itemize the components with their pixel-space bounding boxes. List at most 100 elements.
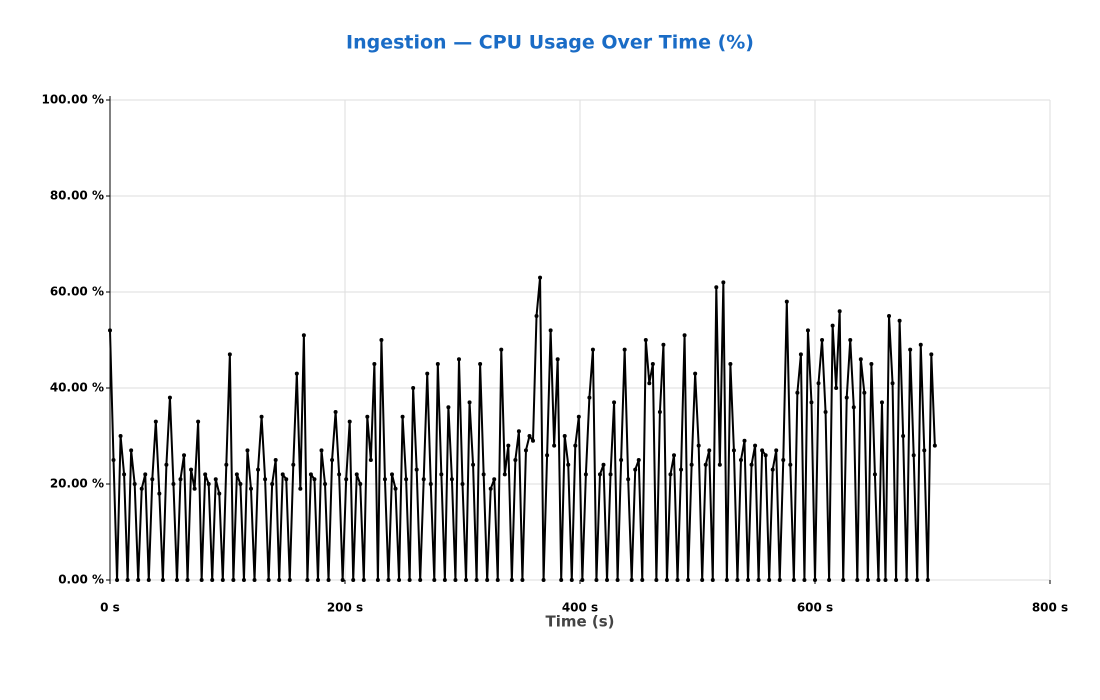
cpu-point — [890, 381, 895, 386]
cpu-point — [841, 578, 846, 582]
cpu-point — [358, 482, 363, 486]
cpu-point — [509, 578, 514, 582]
cpu-point — [805, 328, 810, 333]
cpu-point — [798, 352, 803, 357]
cpu-point — [446, 405, 451, 410]
cpu-point — [344, 477, 349, 482]
cpu-point — [813, 578, 817, 582]
cpu-point — [929, 352, 934, 357]
cpu-point — [552, 443, 557, 448]
cpu-point — [467, 400, 472, 405]
cpu-point — [136, 578, 141, 582]
cpu-point — [326, 578, 331, 582]
cpu-point — [738, 458, 743, 462]
cpu-point — [612, 400, 617, 405]
cpu-point — [390, 472, 394, 477]
cpu-point — [520, 578, 525, 582]
cpu-point — [654, 578, 659, 582]
cpu-point — [640, 578, 645, 582]
cpu-point — [122, 472, 127, 477]
cpu-point — [932, 443, 937, 448]
cpu-point — [280, 472, 285, 477]
cpu-point — [178, 477, 183, 482]
cpu-point — [580, 578, 585, 582]
cpu-point — [167, 395, 172, 400]
cpu-point — [492, 477, 497, 482]
x-tick-label: 800 s — [1032, 601, 1068, 615]
cpu-point — [414, 467, 419, 472]
cpu-point — [157, 491, 162, 496]
cpu-point — [231, 578, 236, 582]
cpu-point — [241, 578, 246, 582]
cpu-point — [767, 578, 772, 582]
cpu-point — [781, 458, 786, 462]
cpu-point — [407, 578, 412, 582]
chart-title: Ingestion — CPU Usage Over Time (%) — [346, 32, 754, 54]
cpu-point — [721, 280, 726, 285]
cpu-point — [523, 448, 528, 453]
cpu-point — [696, 443, 701, 448]
cpu-point — [456, 357, 461, 362]
cpu-point — [760, 448, 765, 453]
cpu-point — [386, 578, 391, 582]
cpu-point — [224, 462, 229, 467]
cpu-point — [488, 486, 493, 491]
cpu-point — [432, 578, 437, 582]
cpu-point — [830, 323, 835, 328]
cpu-point — [153, 419, 158, 424]
cpu-point — [724, 578, 729, 582]
cpu-point — [238, 482, 243, 486]
cpu-point — [883, 578, 888, 582]
cpu-point — [605, 578, 610, 582]
y-tick-label: 100.00 % — [41, 93, 104, 107]
cpu-point — [337, 472, 342, 477]
x-tick-label: 400 s — [562, 601, 598, 615]
cpu-point — [918, 342, 923, 347]
cpu-point — [622, 347, 627, 352]
cpu-point — [213, 477, 218, 482]
cpu-point — [636, 458, 641, 462]
cpu-point — [203, 472, 208, 477]
cpu-point — [559, 578, 564, 582]
cpu-point — [876, 578, 881, 582]
y-tick-label: 0.00 % — [58, 573, 104, 587]
cpu-point — [460, 482, 465, 486]
cpu-point — [382, 477, 387, 482]
cpu-point — [615, 578, 620, 582]
y-tick-label: 80.00 % — [50, 189, 104, 203]
cpu-point — [689, 462, 694, 467]
cpu-point — [108, 328, 112, 333]
cpu-point — [545, 453, 550, 458]
cpu-point — [911, 453, 916, 458]
cpu-point — [365, 414, 370, 419]
cpu-point — [855, 578, 860, 582]
cpu-point — [915, 578, 920, 582]
cpu-point — [601, 462, 606, 467]
cpu-point — [217, 491, 222, 496]
cpu-point — [333, 410, 338, 414]
cpu-point — [375, 578, 380, 582]
cpu-point — [763, 453, 768, 458]
cpu-point — [372, 362, 377, 366]
cpu-point — [464, 578, 469, 582]
x-tick-label: 600 s — [797, 601, 833, 615]
cpu-point — [495, 578, 500, 582]
cpu-point — [206, 482, 211, 486]
cpu-point — [865, 578, 870, 582]
cpu-point — [904, 578, 909, 582]
cpu-point — [848, 338, 853, 342]
cpu-point — [506, 443, 511, 448]
cpu-point — [273, 458, 278, 462]
cpu-point — [731, 448, 736, 453]
y-tick-label: 60.00 % — [50, 285, 104, 299]
cpu-point — [418, 578, 423, 582]
cpu-point — [502, 472, 507, 477]
cpu-point — [442, 578, 447, 582]
cpu-point — [298, 486, 303, 491]
cpu-point — [548, 328, 553, 333]
cpu-point — [481, 472, 486, 477]
cpu-point — [354, 472, 359, 477]
cpu-point — [858, 357, 863, 362]
cpu-point — [693, 371, 698, 376]
cpu-point — [675, 578, 680, 582]
